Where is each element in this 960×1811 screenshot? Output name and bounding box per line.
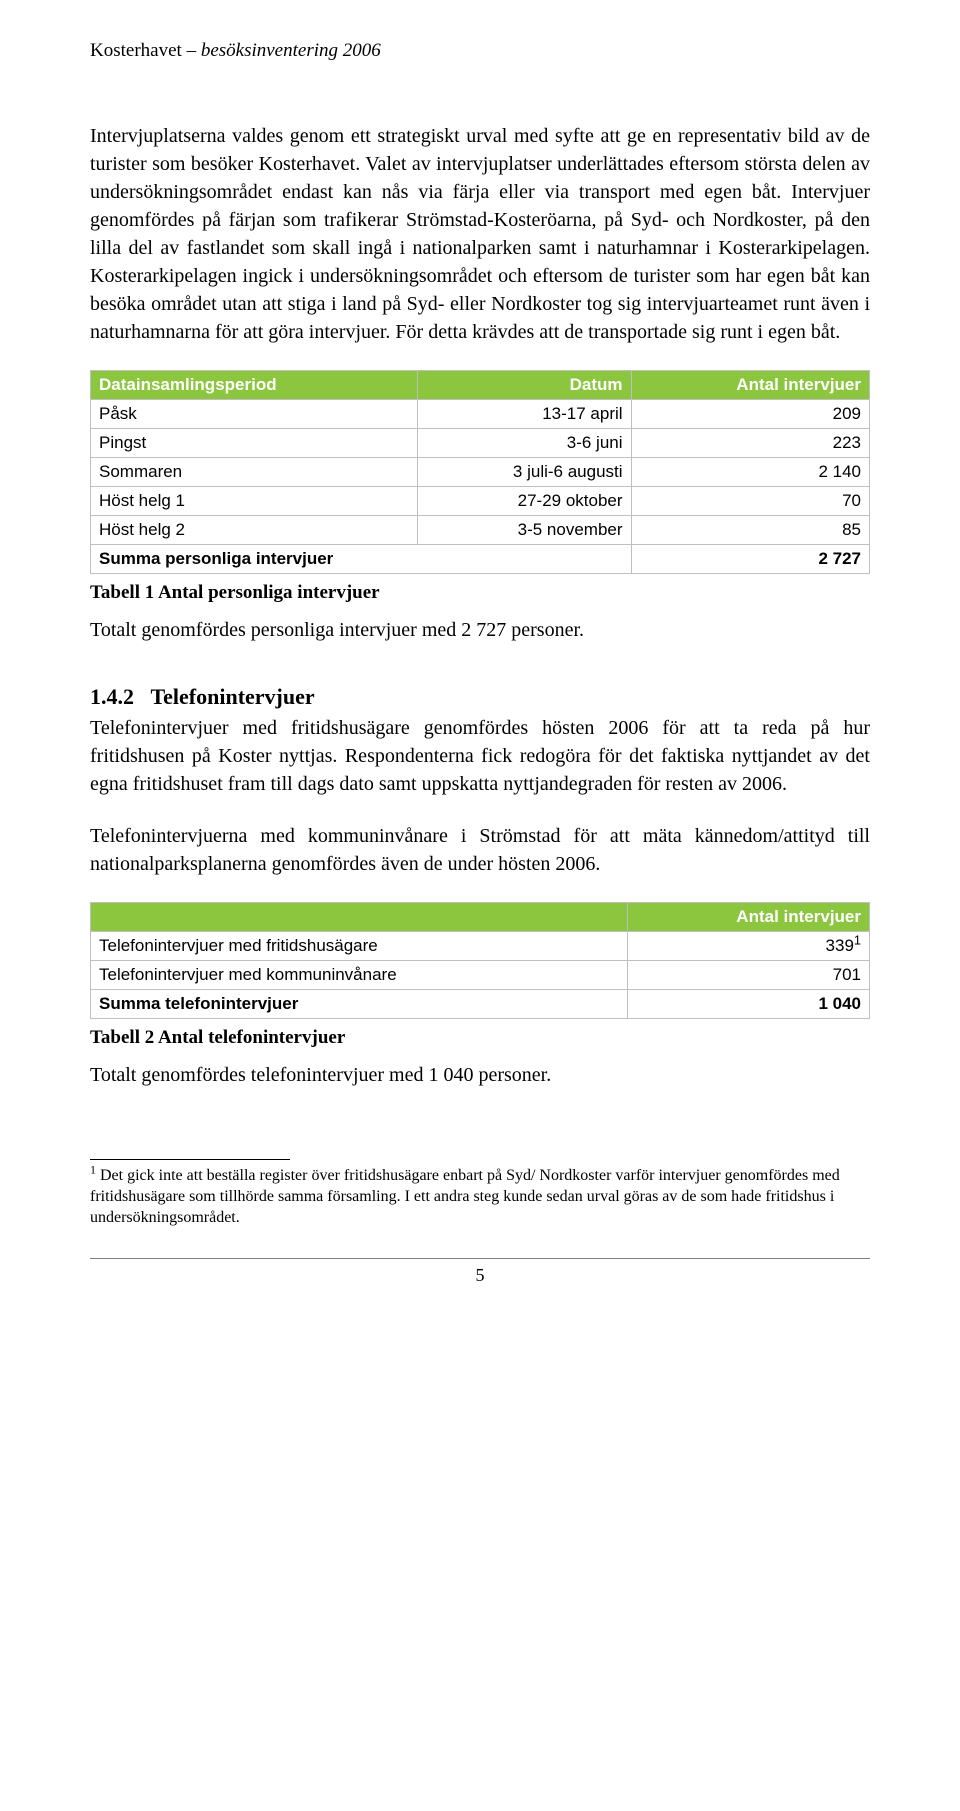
cell: 70	[631, 487, 869, 516]
cell: 3391	[628, 932, 870, 961]
cell: 85	[631, 516, 869, 545]
table-1-caption: Tabell 1 Antal personliga intervjuer	[90, 582, 870, 604]
table-row: Pingst 3-6 juni 223	[91, 429, 870, 458]
table-2-sum-row: Summa telefonintervjuer 1 040	[91, 990, 870, 1019]
sum-label: Summa personliga intervjuer	[91, 545, 632, 574]
cell: 209	[631, 400, 869, 429]
table-row: Påsk 13-17 april 209	[91, 400, 870, 429]
table-2-after-line: Totalt genomfördes telefonintervjuer med…	[90, 1061, 870, 1089]
paragraph-1: Intervjuplatserna valdes genom ett strat…	[90, 122, 870, 346]
cell: 701	[628, 961, 870, 990]
table-row: Höst helg 2 3-5 november 85	[91, 516, 870, 545]
cell-value: 701	[833, 965, 861, 984]
paragraph-3: Telefonintervjuerna med kommuninvånare i…	[90, 822, 870, 878]
cell: 2 140	[631, 458, 869, 487]
table-1-col-1: Datum	[418, 371, 631, 400]
table-1-after-line: Totalt genomfördes personliga intervjuer…	[90, 616, 870, 644]
running-header: Kosterhavet – besöksinventering 2006	[90, 40, 870, 62]
table-1-sum-row: Summa personliga intervjuer 2 727	[91, 545, 870, 574]
page-number: 5	[90, 1265, 870, 1286]
footnote-1: 1 Det gick inte att beställa register öv…	[90, 1166, 870, 1228]
table-row: Höst helg 1 27-29 oktober 70	[91, 487, 870, 516]
table-1: Datainsamlingsperiod Datum Antal intervj…	[90, 370, 870, 574]
sum-value: 1 040	[628, 990, 870, 1019]
header-subtitle: besöksinventering 2006	[201, 40, 381, 61]
table-1-col-0: Datainsamlingsperiod	[91, 371, 418, 400]
cell: 27-29 oktober	[418, 487, 631, 516]
section-heading-142: 1.4.2 Telefonintervjuer	[90, 684, 870, 710]
footnote-text: Det gick inte att beställa register över…	[90, 1167, 840, 1226]
header-title: Kosterhavet	[90, 40, 182, 61]
table-2: Antal intervjuer Telefonintervjuer med f…	[90, 902, 870, 1019]
heading-text: Telefonintervjuer	[151, 684, 315, 709]
page: Kosterhavet – besöksinventering 2006 Int…	[0, 0, 960, 1316]
cell: 3-5 november	[418, 516, 631, 545]
table-2-header-row: Antal intervjuer	[91, 903, 870, 932]
table-row: Telefonintervjuer med fritidshusägare 33…	[91, 932, 870, 961]
cell-sup: 1	[854, 932, 861, 947]
table-2-caption: Tabell 2 Antal telefonintervjuer	[90, 1027, 870, 1049]
heading-number: 1.4.2	[90, 684, 134, 709]
cell-value: 339	[826, 936, 854, 955]
header-separator: –	[182, 40, 201, 61]
sum-label: Summa telefonintervjuer	[91, 990, 628, 1019]
cell: Sommaren	[91, 458, 418, 487]
table-1-col-2: Antal intervjuer	[631, 371, 869, 400]
table-row: Telefonintervjuer med kommuninvånare 701	[91, 961, 870, 990]
cell: 13-17 april	[418, 400, 631, 429]
cell: 3-6 juni	[418, 429, 631, 458]
table-2-col-1: Antal intervjuer	[628, 903, 870, 932]
cell: Höst helg 2	[91, 516, 418, 545]
cell: Telefonintervjuer med kommuninvånare	[91, 961, 628, 990]
cell: Pingst	[91, 429, 418, 458]
cell: Telefonintervjuer med fritidshusägare	[91, 932, 628, 961]
cell: Påsk	[91, 400, 418, 429]
cell: Höst helg 1	[91, 487, 418, 516]
table-2-col-0	[91, 903, 628, 932]
footnote-separator	[90, 1159, 290, 1160]
cell: 3 juli-6 augusti	[418, 458, 631, 487]
paragraph-2: Telefonintervjuer med fritidshusägare ge…	[90, 714, 870, 798]
table-row: Sommaren 3 juli-6 augusti 2 140	[91, 458, 870, 487]
sum-value: 2 727	[631, 545, 869, 574]
table-1-header-row: Datainsamlingsperiod Datum Antal intervj…	[91, 371, 870, 400]
cell: 223	[631, 429, 869, 458]
page-footer-rule	[90, 1258, 870, 1259]
